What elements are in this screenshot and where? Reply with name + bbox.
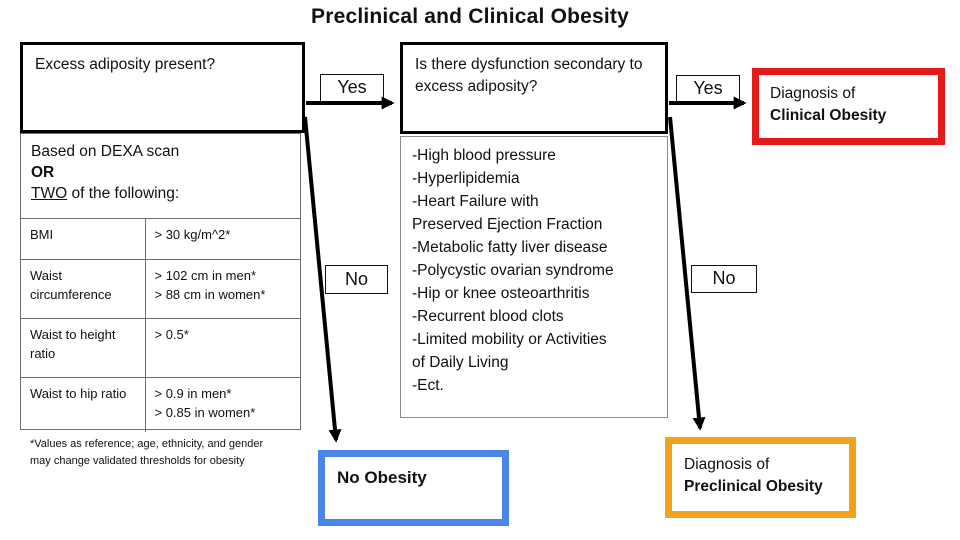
outcome-name: Preclinical Obesity (684, 478, 823, 496)
outcome-prefix: Diagnosis of (770, 85, 856, 102)
list-item: -Heart Failure with Preserved Ejection F… (412, 193, 603, 233)
list-item: -Metabolic fatty liver disease (412, 239, 608, 256)
table-row-waist-hip-ratio: Waist to hip ratio > 0.9 in men* > 0.85 … (21, 377, 300, 432)
dysfunction-list: -High blood pressure -Hyperlipidemia -He… (400, 136, 668, 418)
outcome-clinical-obesity: Diagnosis of Clinical Obesity (752, 68, 945, 145)
criteria-table: BMI > 30 kg/m^2* Waist circumference > 1… (21, 218, 300, 432)
no-label-right: No (691, 265, 757, 293)
list-item: -Limited mobility or Activities of Daily… (412, 331, 607, 371)
row-value: > 30 kg/m^2* (144, 218, 300, 260)
list-item: -High blood pressure (412, 147, 556, 164)
question-excess-adiposity-text: Excess adiposity present? (35, 56, 216, 73)
footnote: *Values as reference; age, ethnicity, an… (30, 438, 264, 467)
question-box-dysfunction: Is there dysfunction secondary to excess… (400, 42, 668, 134)
question-box-excess-adiposity: Excess adiposity present? (20, 42, 305, 133)
list-item: -Ect. (412, 377, 444, 394)
row-value: > 0.5* (144, 318, 300, 378)
table-row-waist-circumference: Waist circumference > 102 cm in men* > 8… (21, 259, 300, 319)
list-item: -Hyperlipidemia (412, 170, 520, 187)
criteria-panel: Based on DEXA scan OR TWO of the followi… (20, 133, 301, 432)
row-label: Waist to hip ratio (21, 377, 145, 432)
list-item: -Hip or knee osteoarthritis (412, 285, 590, 302)
row-label: Waist to height ratio (21, 318, 145, 378)
row-label: BMI (21, 218, 145, 260)
question-dysfunction-text: Is there dysfunction secondary to excess… (415, 56, 643, 95)
yes-label-right: Yes (676, 75, 740, 102)
criteria-line-dexa: Based on DEXA scan (31, 143, 180, 160)
outcome-preclinical-obesity: Diagnosis of Preclinical Obesity (665, 437, 856, 518)
criteria-two-rest: of the following: (67, 184, 180, 202)
outcome-prefix: Diagnosis of (684, 456, 770, 473)
table-row-bmi: BMI > 30 kg/m^2* (21, 218, 300, 260)
diagram-title: Preclinical and Clinical Obesity (310, 5, 630, 28)
criteria-line-or: OR (31, 163, 55, 181)
outcome-name: Clinical Obesity (770, 107, 887, 125)
row-value: > 102 cm in men* > 88 cm in women* (144, 259, 300, 319)
outcome-no-obesity: No Obesity (318, 450, 509, 526)
row-value: > 0.9 in men* > 0.85 in women* (144, 377, 300, 432)
row-label: Waist circumference (21, 259, 145, 319)
list-item: -Polycystic ovarian syndrome (412, 262, 614, 279)
criteria-header: Based on DEXA scan OR TWO of the followi… (21, 134, 300, 218)
list-item: -Recurrent blood clots (412, 308, 564, 325)
criteria-two-underlined: TWO (31, 184, 68, 202)
yes-label-left: Yes (320, 74, 384, 102)
criteria-line-two-of-following: TWO of the following: (31, 184, 290, 205)
no-label-left: No (325, 265, 388, 294)
table-row-waist-height-ratio: Waist to height ratio > 0.5* (21, 318, 300, 378)
outcome-name: No Obesity (337, 468, 427, 487)
